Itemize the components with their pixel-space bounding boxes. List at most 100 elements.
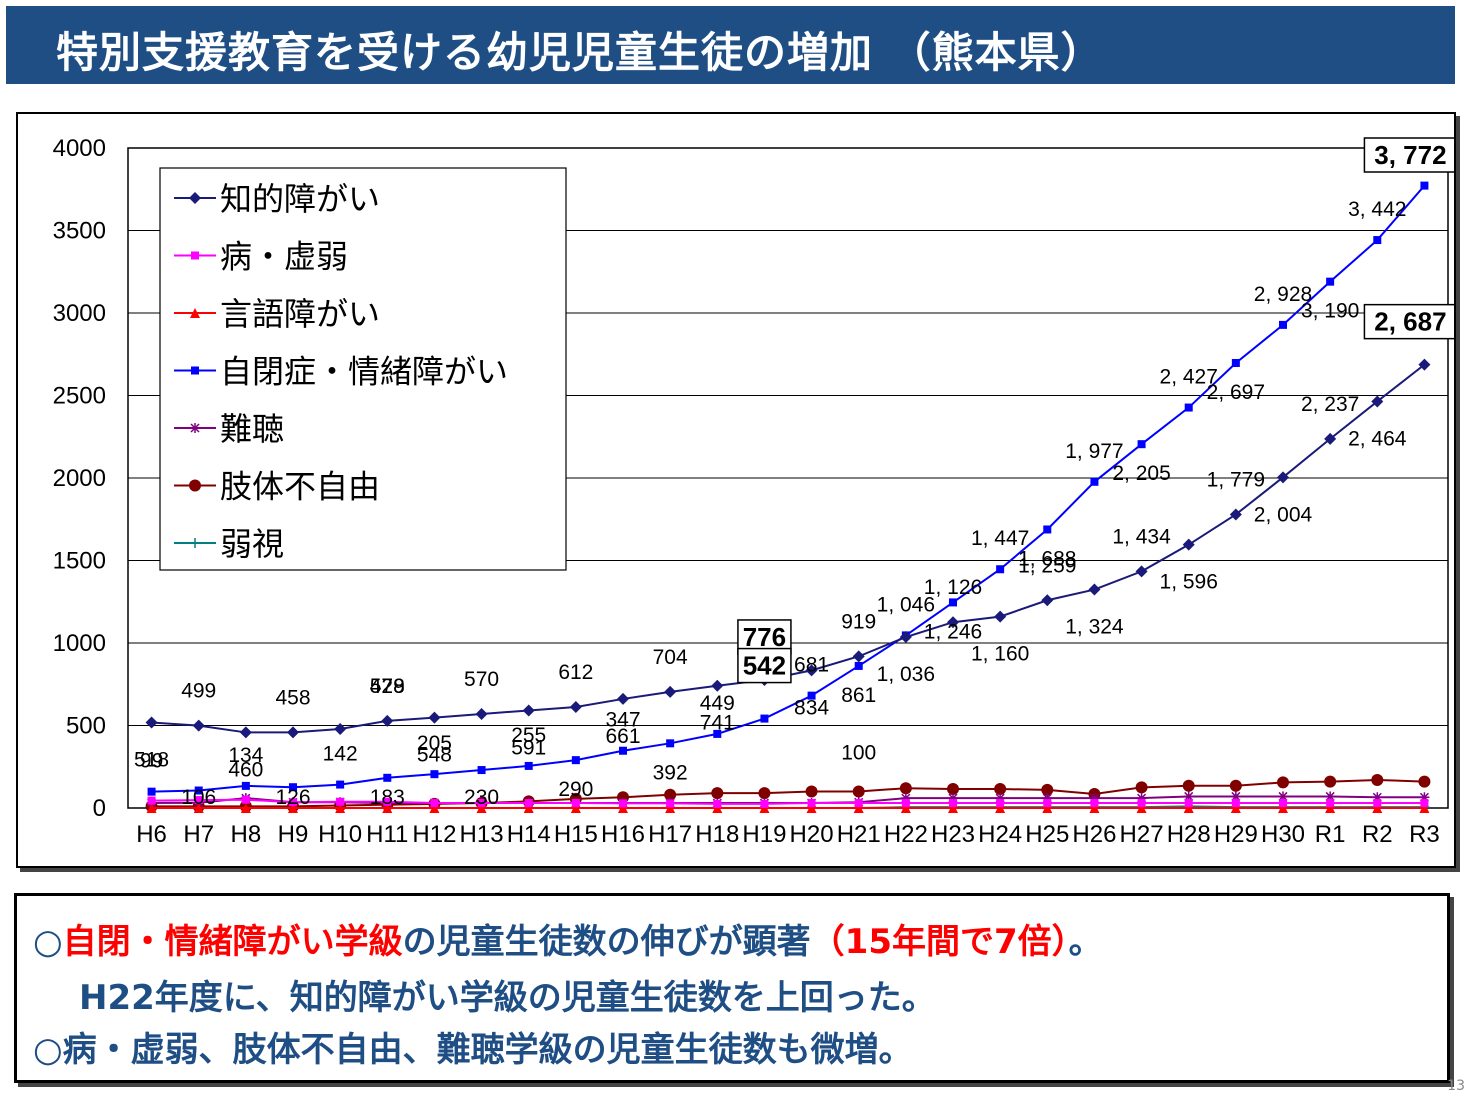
legend-item: 肢体不自由 [174,468,380,506]
data-label: 100 [841,742,876,765]
data-label-text: 1, 046 [877,593,935,616]
data-label-text: 2, 464 [1348,427,1407,450]
data-point [947,616,959,629]
data-point [1371,395,1384,408]
data-label: 499 [181,680,216,703]
data-point [1135,565,1148,578]
data-label: 661 [605,725,640,748]
data-label: 126 [275,786,310,809]
legend-box [159,167,567,571]
data-point [1136,803,1147,813]
data-label-box [1363,137,1454,173]
data-point [571,799,580,808]
legend-label: 病・虚弱 [220,238,348,276]
note-highlight-2: （15年間で7倍） [810,922,1069,962]
x-tick-label: H8 [231,821,262,848]
data-point [1137,440,1146,449]
series-line [151,798,1425,805]
data-point [711,679,724,692]
data-label-text: 347 [605,709,640,732]
x-tick-label: R2 [1362,821,1393,848]
data-label: 230 [464,786,499,809]
data-label-text: 99 [140,750,163,773]
data-label: 3, 442 [1348,198,1406,221]
data-label: 2, 427 [1160,366,1218,389]
data-point [475,707,488,720]
data-label-text: 1, 160 [971,643,1029,666]
x-tick-label: H24 [978,821,1022,848]
data-point [760,799,769,808]
data-label: 106 [181,786,216,809]
data-point [853,803,864,813]
data-point [190,538,200,548]
x-tick-label: R3 [1409,821,1440,848]
data-point [1420,799,1429,808]
legend-item: 知的障がい [174,180,380,218]
data-point [995,803,1006,813]
data-label: 1, 779 [1207,468,1265,491]
data-label: 548 [417,744,452,767]
x-tick-label: H25 [1025,821,1069,848]
data-label-text: 591 [511,736,546,759]
data-point [947,783,959,796]
data-point [711,787,724,800]
data-label-text: 776 [743,622,786,652]
data-point [1183,803,1194,813]
data-label-text: 741 [700,712,735,735]
data-label-text: 255 [511,724,546,747]
legend-item: 難聴 [174,410,284,448]
data-label: 1, 160 [971,643,1029,666]
y-tick-label: 1500 [53,548,106,575]
data-point [429,803,440,813]
data-label-text: 542 [743,651,786,681]
data-label-text: 290 [558,778,593,801]
data-label: 704 [653,646,688,669]
data-label: 479 [370,675,405,698]
data-point [1325,803,1336,813]
data-label-text: 2, 697 [1207,381,1265,404]
data-point [1229,508,1242,521]
x-tick-label: H14 [507,821,551,848]
data-point [1043,799,1052,808]
data-point [1372,803,1383,813]
note-text-1: の児童生徒数の伸びが顕著 [402,922,811,962]
data-point [617,692,629,705]
data-label: 205 [417,732,452,755]
data-label-text: 205 [417,732,452,755]
data-point [1089,803,1100,813]
data-label-text: 2, 205 [1112,462,1170,485]
data-label: 142 [323,743,358,766]
data-label-text: 1, 036 [877,663,935,686]
data-label: 1, 688 [1018,547,1076,570]
legend-item: 弱視 [174,525,284,563]
data-point [145,716,158,729]
data-point [1182,779,1195,792]
data-point [146,803,157,813]
data-label-text: 1, 246 [924,620,982,643]
data-label-text: 612 [558,661,593,684]
data-point [854,799,863,808]
data-label: 255 [511,724,546,747]
data-point [189,192,201,204]
title-bar: 特別支援教育を受ける幼児児童生徒の増加 （熊本県） [6,6,1455,84]
data-label: 1, 434 [1112,525,1171,548]
x-tick-label: H17 [648,821,692,848]
data-point [1041,594,1054,607]
data-point [241,781,250,790]
data-label: 134 [228,744,263,767]
x-tick-label: H22 [884,821,928,848]
data-point [852,785,865,798]
data-point [289,798,297,807]
data-point [240,803,251,813]
data-point [996,799,1005,808]
legend-label: 言語障がい [220,295,380,333]
data-label-text: 134 [228,744,263,767]
data-point [994,783,1007,796]
data-point [806,803,817,813]
x-tick-label: H26 [1072,821,1116,848]
data-label: 1, 126 [924,576,982,599]
data-point [1418,358,1431,371]
data-label-text: 1, 447 [971,527,1029,550]
x-tick-label: H23 [931,821,975,848]
